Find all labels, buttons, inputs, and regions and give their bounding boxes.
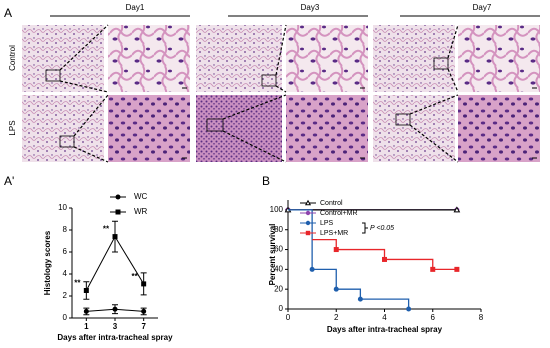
histology-chart: A' 0 2 4 6 8 10 1 3 7 Days after intra-tracheal sp…	[4, 174, 173, 342]
row-label: LPS	[8, 120, 17, 135]
zoom-lines	[59, 24, 459, 163]
panel-label: B	[262, 174, 270, 188]
marker	[112, 306, 118, 312]
marker	[333, 286, 339, 292]
marker	[304, 199, 312, 206]
micrograph	[22, 95, 104, 162]
y-tick-label: 60	[274, 245, 283, 254]
significance: **	[74, 279, 81, 288]
marker	[115, 209, 121, 215]
y-tick-label: 100	[270, 205, 284, 214]
x-tick-label: 4	[382, 313, 387, 322]
x-tick-label: 2	[334, 313, 339, 322]
bracket	[362, 222, 368, 234]
y-tick-label: 40	[274, 264, 283, 273]
marker	[83, 308, 89, 314]
y-tick-label: 20	[274, 284, 283, 293]
survival-chart: B 0 20 40 60 80 100 0 2 4 6 8 Days after intra-trach…	[262, 174, 484, 334]
x-axis-label: Days after intra-tracheal spray	[327, 325, 443, 334]
marker	[430, 266, 436, 272]
histology-panels: A Day1 Day3 Day7 Control LPS	[4, 3, 540, 163]
y-tick-label: 80	[274, 225, 283, 234]
micrograph	[196, 95, 282, 162]
marker	[382, 256, 387, 262]
micrograph-zoom	[458, 95, 540, 162]
y-tick-label: 0	[63, 313, 68, 322]
marker	[305, 220, 311, 226]
significance: **	[103, 225, 110, 234]
marker	[305, 210, 311, 216]
marker	[305, 230, 311, 236]
legend-label: Control	[320, 200, 343, 207]
micrograph-zoom	[108, 25, 190, 92]
marker	[357, 296, 363, 302]
x-tick-label: 3	[113, 322, 118, 331]
day-label: Day7	[473, 3, 492, 12]
marker	[333, 247, 339, 253]
marker	[406, 306, 412, 312]
panel-label: A	[4, 6, 12, 20]
micrograph	[196, 25, 282, 92]
y-tick-label: 10	[58, 203, 67, 212]
legend-label: Control+MR	[320, 210, 358, 217]
scale-bars	[182, 87, 537, 159]
zoom-boxes	[45, 57, 449, 148]
x-tick-label: 6	[431, 313, 436, 322]
annotation: P <0.05	[370, 225, 394, 232]
marker	[141, 281, 147, 287]
y-tick-label: 6	[63, 247, 68, 256]
day-label: Day3	[301, 3, 320, 12]
x-tick-label: 7	[141, 322, 146, 331]
marker	[309, 266, 315, 272]
y-axis-label: Percent survival	[268, 224, 277, 286]
survival-line	[312, 238, 457, 271]
marker	[453, 206, 461, 213]
micrograph-zoom	[108, 95, 190, 162]
legend-label: LPS	[320, 220, 334, 227]
legend-label: WC	[134, 192, 148, 201]
legend-label: WR	[134, 207, 148, 216]
micrograph	[22, 25, 104, 92]
marker	[115, 194, 121, 200]
micrograph	[373, 25, 455, 92]
x-tick-label: 0	[286, 313, 291, 322]
x-tick-label: 8	[479, 313, 484, 322]
x-axis-label: Days after intra-tracheal spray	[57, 333, 173, 342]
micrograph-zoom	[458, 25, 540, 92]
y-tick-label: 2	[63, 291, 68, 300]
panel-label: A'	[4, 174, 14, 188]
micrograph-zoom	[286, 25, 368, 92]
legend-label: LPS+MR	[320, 230, 348, 237]
y-axis-label: Histology scores	[43, 230, 52, 295]
marker	[141, 308, 147, 314]
y-tick-label: 0	[279, 304, 284, 313]
row-label: Control	[8, 45, 17, 71]
x-tick-label: 1	[84, 322, 89, 331]
day-label: Day1	[126, 3, 145, 12]
marker	[112, 234, 118, 240]
y-tick-label: 8	[63, 225, 68, 234]
marker	[454, 266, 460, 272]
micrograph-zoom	[286, 95, 368, 162]
marker	[83, 288, 89, 293]
y-tick-label: 4	[63, 269, 68, 278]
significance: **	[132, 272, 139, 281]
